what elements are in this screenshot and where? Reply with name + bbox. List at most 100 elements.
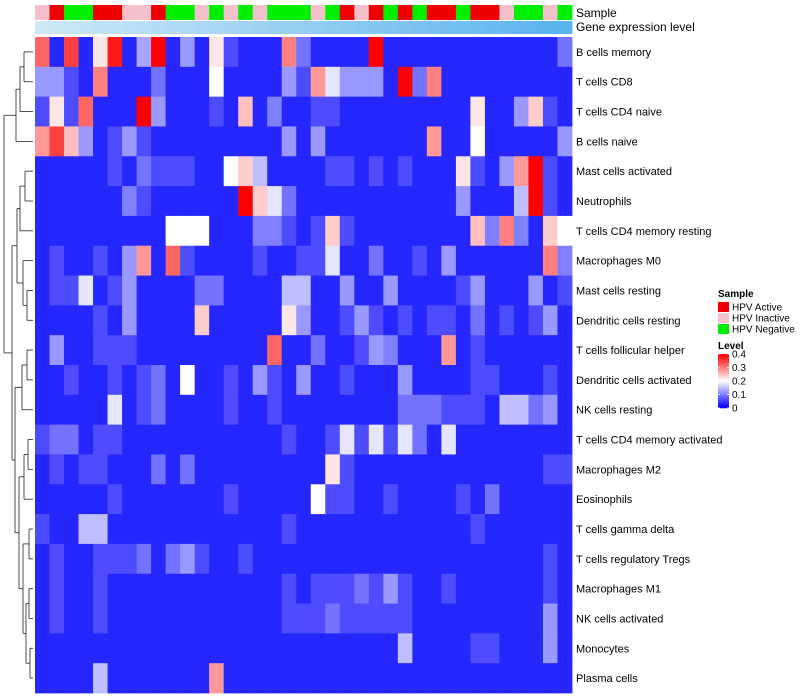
- heatmap-cell: [354, 603, 370, 634]
- heatmap-cell: [542, 633, 558, 664]
- sample-annotation-cell: [136, 5, 152, 20]
- heatmap-cell: [136, 663, 152, 694]
- heatmap-cell: [470, 66, 486, 98]
- heatmap-cell: [194, 96, 210, 127]
- heatmap-cell: [513, 126, 529, 157]
- heatmap-cell: [64, 633, 79, 664]
- heatmap-cell: [238, 543, 254, 575]
- gene-expression-cell: [441, 21, 457, 34]
- heatmap-cell: [93, 96, 108, 127]
- heatmap-cell: [528, 573, 544, 604]
- heatmap-cell: [296, 543, 312, 575]
- sample-annotation-label: Sample: [576, 6, 617, 20]
- heatmap-cell: [542, 96, 558, 127]
- row-dendrogram: [3, 51, 33, 679]
- row-label: Macrophages M1: [576, 584, 661, 596]
- heatmap-cell: [528, 335, 544, 366]
- heatmap-cell: [180, 543, 196, 575]
- heatmap-cell: [383, 514, 399, 545]
- heatmap-cell: [528, 305, 544, 336]
- heatmap-cell: [484, 156, 500, 187]
- gene-expression-cell: [78, 21, 94, 34]
- level-colorbar-segment: [718, 389, 729, 391]
- level-colorbar-segment: [718, 367, 729, 369]
- heatmap-cell: [122, 424, 137, 455]
- heatmap-cell: [296, 454, 312, 485]
- heatmap-cell: [557, 215, 573, 247]
- sample-annotation-cell: [412, 5, 428, 20]
- level-colorbar-segment: [718, 401, 729, 403]
- sample-legend-label: HPV Inactive: [732, 314, 790, 325]
- heatmap-cell: [267, 126, 283, 157]
- heatmap-cell: [78, 335, 94, 366]
- heatmap-cell: [441, 573, 457, 604]
- heatmap-cell: [238, 186, 254, 217]
- heatmap-cell: [64, 66, 79, 98]
- level-colorbar-segment: [718, 392, 729, 394]
- heatmap-cell: [180, 514, 196, 545]
- heatmap-cell: [513, 514, 529, 545]
- level-colorbar-segment: [718, 380, 729, 382]
- heatmap-cell: [35, 514, 50, 545]
- heatmap-cell: [64, 394, 79, 426]
- heatmap-cell: [513, 454, 529, 485]
- heatmap-cell: [223, 365, 239, 396]
- heatmap-cell: [93, 215, 108, 247]
- heatmap-cell: [151, 37, 167, 68]
- heatmap-cell: [513, 603, 529, 634]
- heatmap-cell: [455, 365, 471, 396]
- heatmap-cell: [528, 514, 544, 545]
- level-colorbar-segment: [718, 383, 729, 385]
- heatmap-cell: [499, 186, 515, 217]
- heatmap-cell: [122, 275, 137, 306]
- heatmap-cell: [136, 573, 152, 604]
- heatmap-cell: [151, 66, 167, 98]
- gene-expression-cell: [557, 21, 573, 34]
- level-colorbar-segment: [718, 357, 729, 359]
- heatmap-cell: [397, 573, 413, 604]
- heatmap-cell: [513, 633, 529, 664]
- heatmap-cell: [557, 424, 573, 455]
- heatmap-cell: [238, 603, 254, 634]
- heatmap-cell: [35, 96, 50, 127]
- heatmap-cell: [194, 126, 210, 157]
- heatmap-cell: [78, 186, 94, 217]
- heatmap-cell: [470, 156, 486, 187]
- heatmap-cell: [93, 156, 108, 187]
- heatmap-cell: [325, 543, 341, 575]
- heatmap-cell: [368, 335, 384, 366]
- heatmap-cell: [296, 603, 312, 634]
- heatmap-cell: [484, 126, 500, 157]
- heatmap-cell: [412, 365, 428, 396]
- heatmap-cell: [310, 543, 326, 575]
- heatmap-cell: [64, 454, 79, 485]
- level-colorbar-segment: [718, 363, 729, 365]
- heatmap-cell: [107, 394, 123, 426]
- heatmap-cell: [165, 603, 181, 634]
- heatmap-cell: [252, 245, 268, 276]
- heatmap-cell: [557, 275, 573, 306]
- heatmap-cell: [426, 215, 442, 247]
- heatmap-cell: [368, 66, 384, 98]
- heatmap-cell: [165, 305, 181, 336]
- heatmap-cell: [64, 603, 79, 634]
- heatmap-cell: [194, 484, 210, 515]
- heatmap-cell: [484, 66, 500, 98]
- heatmap-cell: [209, 543, 225, 575]
- heatmap-cell: [238, 633, 254, 664]
- heatmap-cell: [528, 126, 544, 157]
- heatmap-cell: [354, 156, 370, 187]
- heatmap-cell: [354, 663, 370, 694]
- heatmap-cell: [223, 454, 239, 485]
- heatmap-cell: [397, 126, 413, 157]
- heatmap-cell: [107, 156, 123, 187]
- heatmap-cell: [339, 305, 355, 336]
- gene-expression-strip: [35, 21, 573, 34]
- heatmap-cell: [267, 573, 283, 604]
- heatmap-cell: [397, 215, 413, 247]
- heatmap-cell: [136, 186, 152, 217]
- heatmap-cell: [165, 156, 181, 187]
- gene-expression-cell: [209, 21, 225, 34]
- heatmap-cell: [542, 37, 558, 68]
- heatmap-cell: [426, 424, 442, 455]
